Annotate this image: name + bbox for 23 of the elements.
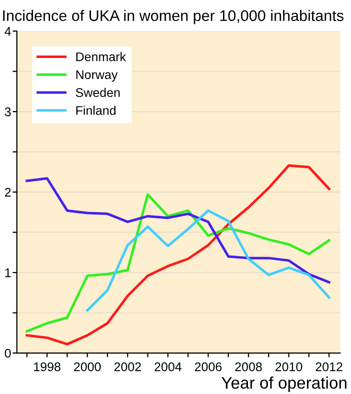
x-tick-label: 2008 <box>235 362 262 372</box>
y-tick-label: 3 <box>4 107 11 116</box>
x-axis-title: Year of operation <box>222 376 346 392</box>
x-tick-label: 2004 <box>154 362 182 372</box>
line-series <box>26 164 330 346</box>
legend-label: Denmark <box>76 52 126 62</box>
y-tick-label: 4 <box>4 27 11 36</box>
x-tick-label: 2010 <box>275 362 302 372</box>
y-tick-label: 2 <box>4 188 11 197</box>
y-tick-label: 0 <box>4 348 11 358</box>
line-series <box>86 209 330 312</box>
line-series <box>26 177 330 284</box>
legend-label: Sweden <box>76 88 120 98</box>
x-tick-label: 2012 <box>316 362 342 372</box>
y-tick-label: 1 <box>5 268 11 278</box>
legend-label: Norway <box>76 70 118 82</box>
x-tick-label: 2000 <box>74 362 101 372</box>
legend-label: Finland <box>76 106 116 115</box>
chart-title: Incidence of UKA in women per 10,000 inhabitants <box>3 10 344 24</box>
line-series <box>26 193 330 333</box>
x-tick-label: 2002 <box>114 362 141 372</box>
x-tick-label: 1998 <box>34 362 60 372</box>
x-tick-label: 2006 <box>194 362 222 372</box>
